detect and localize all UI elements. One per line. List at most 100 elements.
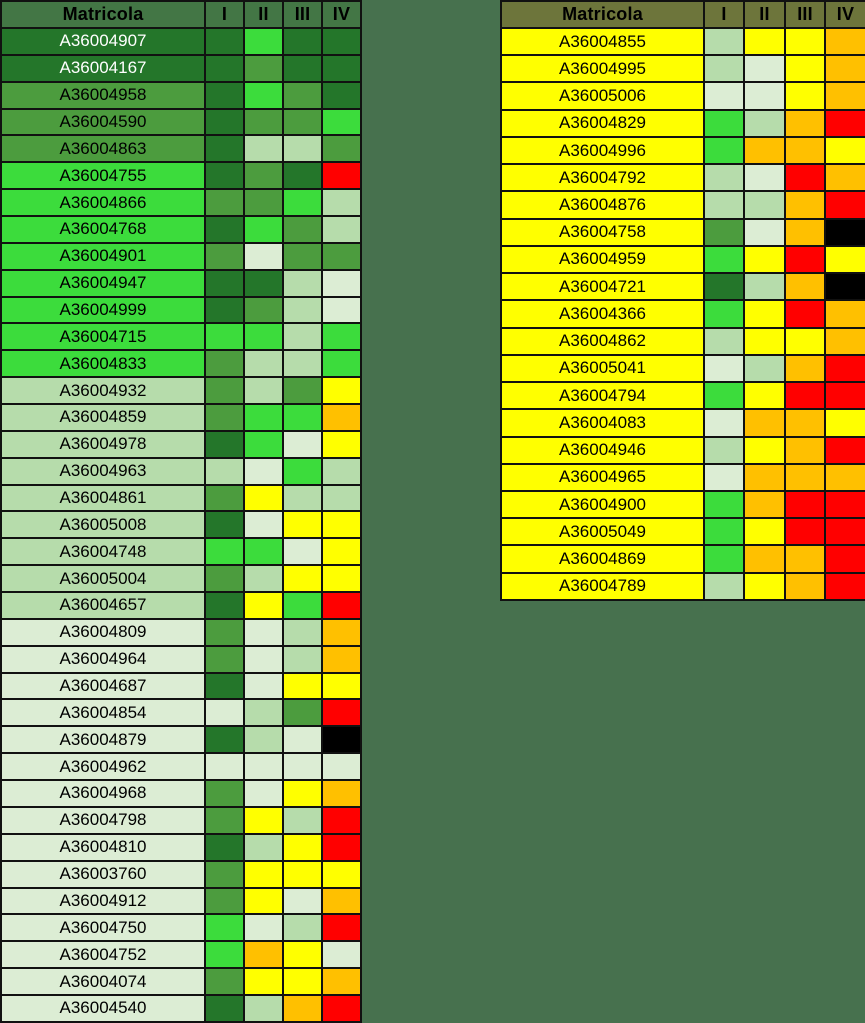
mark-cell-I — [204, 403, 245, 432]
table-row: A36004995 — [500, 54, 865, 84]
table-row: A36004978 — [0, 429, 362, 459]
matricola-cell: A36003760 — [0, 859, 206, 889]
mark-cell-IV — [321, 349, 362, 379]
matricola-cell: A36004752 — [0, 940, 206, 970]
mark-cell-I — [703, 190, 745, 220]
mark-cell-IV — [824, 571, 865, 602]
matricola-cell: A36004167 — [0, 53, 206, 83]
mark-cell-IV — [824, 489, 865, 520]
mark-cell-III — [784, 163, 826, 193]
mark-cell-I — [204, 644, 245, 674]
mark-cell-II — [243, 993, 284, 1023]
mark-cell-IV — [321, 993, 362, 1023]
mark-cell-II — [243, 107, 284, 137]
mark-cell-II — [243, 295, 284, 325]
mark-cell-III — [784, 544, 826, 574]
table-row: A36004996 — [500, 135, 865, 166]
mark-cell-II — [743, 272, 786, 302]
matricola-cell: A36004540 — [0, 993, 206, 1023]
mark-cell-I — [204, 779, 245, 808]
table-row: A36004750 — [0, 913, 362, 943]
mark-cell-IV — [321, 483, 362, 513]
matricola-cell: A36004863 — [0, 134, 206, 164]
mark-cell-IV — [321, 215, 362, 244]
column-header-II: II — [743, 0, 786, 29]
mark-cell-III — [282, 483, 323, 513]
mark-cell-IV — [824, 544, 865, 574]
mark-cell-II — [243, 268, 284, 298]
column-header-I: I — [703, 0, 745, 29]
mark-cell-I — [703, 326, 745, 356]
mark-cell-IV — [321, 53, 362, 83]
matricola-cell: A36004590 — [0, 107, 206, 137]
mark-cell-II — [243, 53, 284, 83]
heat-table-left: Matricola I II III IV A36004907 A36004167 A3600… — [0, 0, 362, 1023]
table-row: A36005049 — [500, 517, 865, 547]
table-row: A36004810 — [0, 832, 362, 862]
mark-cell-II — [243, 886, 284, 916]
table-row: A36004912 — [0, 886, 362, 916]
mark-cell-III — [282, 456, 323, 486]
table-row: A36004768 — [0, 215, 362, 244]
mark-cell-IV — [321, 644, 362, 674]
mark-cell-IV — [321, 134, 362, 164]
table-row: A36004794 — [500, 381, 865, 411]
heat-table-right: Matricola I II III IV A36004855 A36004995 A3600… — [500, 0, 865, 602]
mark-cell-IV — [824, 190, 865, 220]
table-row: A36004946 — [500, 435, 865, 465]
mark-cell-IV — [824, 517, 865, 547]
matricola-cell: A36005041 — [500, 353, 705, 384]
mark-cell-II — [243, 161, 284, 191]
matricola-cell: A36004900 — [500, 489, 705, 520]
mark-cell-III — [282, 752, 323, 782]
mark-cell-I — [204, 671, 245, 701]
matricola-cell: A36004958 — [0, 80, 206, 110]
mark-cell-II — [243, 644, 284, 674]
mark-cell-IV — [321, 241, 362, 271]
mark-cell-III — [784, 217, 826, 247]
mark-cell-I — [204, 27, 245, 56]
table-row: A36004901 — [0, 241, 362, 271]
table-row: A36004962 — [0, 752, 362, 782]
mark-cell-IV — [321, 940, 362, 970]
mark-cell-IV — [321, 322, 362, 352]
matricola-cell: A36004978 — [0, 429, 206, 459]
mark-cell-I — [204, 376, 245, 406]
mark-cell-IV — [824, 326, 865, 356]
mark-cell-III — [282, 617, 323, 647]
mark-cell-IV — [824, 408, 865, 438]
mark-cell-I — [204, 241, 245, 271]
mark-cell-I — [204, 510, 245, 540]
mark-cell-IV — [824, 108, 865, 138]
mark-cell-II — [743, 517, 786, 547]
mark-cell-III — [282, 134, 323, 164]
matricola-cell: A36004869 — [500, 544, 705, 574]
mark-cell-I — [703, 272, 745, 302]
table-row: A36004366 — [500, 299, 865, 329]
mark-cell-II — [243, 805, 284, 835]
mark-cell-IV — [824, 381, 865, 411]
matricola-cell: A36004758 — [500, 217, 705, 247]
mark-cell-I — [703, 54, 745, 84]
header-row: Matricola I II III IV — [500, 0, 865, 29]
header-row: Matricola I II III IV — [0, 0, 362, 29]
table-row: A36004859 — [0, 403, 362, 432]
matricola-cell: A36004768 — [0, 215, 206, 244]
mark-cell-IV — [321, 617, 362, 647]
mark-cell-IV — [321, 27, 362, 56]
mark-cell-III — [282, 591, 323, 620]
column-header-II: II — [243, 0, 284, 29]
mark-cell-IV — [321, 832, 362, 862]
matricola-cell: A36004083 — [500, 408, 705, 438]
mark-cell-II — [743, 571, 786, 602]
mark-cell-III — [784, 326, 826, 356]
matricola-cell: A36004862 — [500, 326, 705, 356]
mark-cell-I — [703, 26, 745, 57]
mark-cell-IV — [321, 188, 362, 218]
matricola-cell: A36004750 — [0, 913, 206, 943]
mark-cell-II — [743, 544, 786, 574]
mark-cell-II — [743, 163, 786, 193]
mark-cell-II — [743, 26, 786, 57]
table-row: A36004798 — [0, 805, 362, 835]
mark-cell-IV — [321, 107, 362, 137]
